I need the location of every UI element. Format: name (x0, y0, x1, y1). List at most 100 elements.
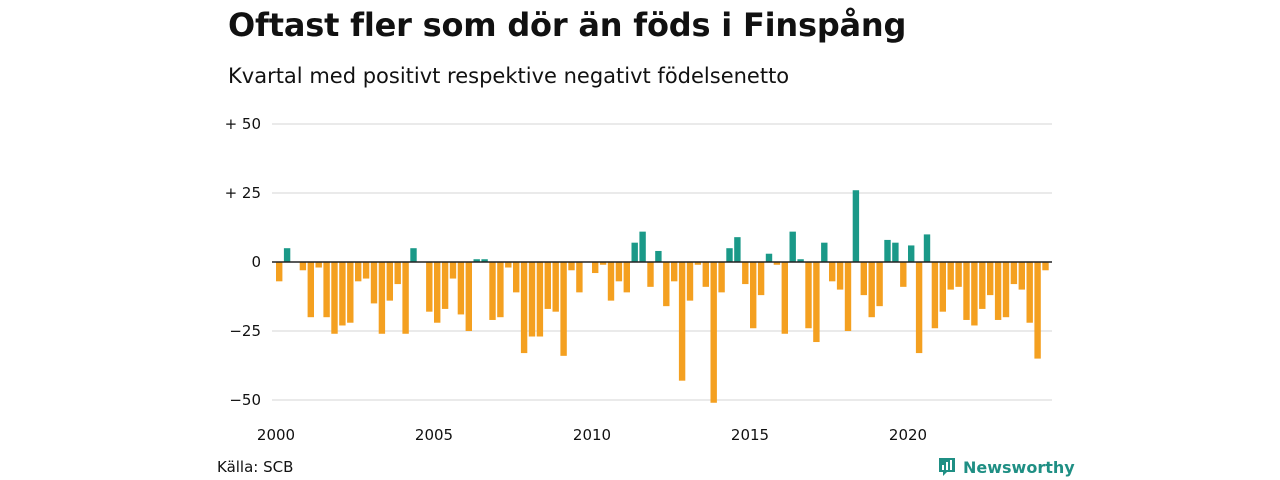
bar (323, 262, 330, 318)
brand-logo[interactable]: Newsworthy (937, 456, 1075, 478)
bar (726, 248, 733, 262)
bar (386, 262, 393, 301)
bar (797, 259, 804, 262)
bar (362, 262, 370, 279)
bar (1034, 262, 1041, 359)
bar (844, 262, 852, 331)
bar (592, 262, 599, 274)
bar (315, 262, 322, 268)
bar (560, 262, 567, 356)
bar (449, 262, 457, 279)
bar (781, 262, 788, 334)
bar (568, 262, 575, 271)
y-tick-label: + 50 (225, 115, 261, 133)
bar (276, 262, 283, 282)
chart-title: Oftast fler som dör än föds i Finspång (228, 6, 907, 44)
bar (520, 262, 528, 354)
bar (963, 262, 970, 320)
newsworthy-logo-icon (939, 458, 955, 476)
bar (426, 262, 433, 312)
bar (876, 262, 883, 307)
bar (552, 262, 559, 312)
bar (710, 262, 717, 403)
bar (355, 262, 362, 282)
source-note: Källa: SCB (217, 458, 294, 476)
bar (607, 262, 615, 301)
bar (639, 231, 646, 262)
bar (457, 262, 465, 315)
bar (465, 262, 472, 331)
bar (884, 239, 891, 262)
y-axis-labels: + 50 + 25 0 −25 −50 (225, 115, 261, 409)
y-tick-label: + 25 (225, 184, 261, 202)
y-tick-label: 0 (251, 253, 261, 271)
brand-name: Newsworthy (963, 457, 1075, 477)
bar (750, 262, 757, 329)
bar (821, 242, 828, 262)
bar (979, 262, 986, 309)
bar (892, 242, 899, 262)
bar (307, 262, 314, 318)
bar (686, 262, 694, 301)
bar (599, 262, 607, 265)
bar (694, 262, 702, 265)
bar (805, 262, 812, 329)
bar (481, 259, 488, 262)
bar (378, 262, 386, 334)
bar (441, 262, 449, 309)
x-tick-label: 2000 (257, 426, 295, 444)
bar (836, 262, 844, 290)
bar (663, 262, 670, 307)
bar (576, 262, 583, 293)
bar (505, 262, 512, 268)
bar (718, 262, 725, 293)
bar (900, 262, 907, 287)
bar (394, 262, 401, 285)
bar (971, 262, 978, 326)
bar (497, 262, 504, 318)
bar (765, 253, 773, 262)
bar (331, 262, 338, 334)
bar (370, 262, 378, 304)
bar (655, 250, 662, 262)
bar (647, 262, 654, 287)
bar (1026, 262, 1033, 323)
bar (757, 262, 765, 296)
bar (987, 262, 994, 296)
bar (623, 262, 630, 293)
bar (994, 262, 1002, 320)
bar (528, 262, 536, 337)
bar (678, 262, 686, 381)
bar (631, 242, 638, 262)
bar-series (276, 190, 1049, 403)
bar (702, 262, 709, 287)
bar (536, 262, 544, 337)
bar (939, 262, 946, 312)
bar (1042, 262, 1049, 271)
bar (347, 262, 354, 323)
y-tick-label: −25 (229, 322, 261, 340)
bar (734, 237, 741, 262)
chart-subtitle: Kvartal med positivt respektive negativt… (228, 64, 790, 88)
x-tick-label: 2015 (731, 426, 769, 444)
bar (434, 262, 441, 323)
bar (813, 262, 820, 343)
x-tick-label: 2005 (415, 426, 453, 444)
bar (473, 259, 480, 262)
bar (773, 262, 781, 265)
bar (544, 262, 551, 309)
bar (955, 262, 962, 287)
bar (410, 248, 417, 262)
bar (931, 262, 939, 329)
bar (513, 262, 520, 293)
bar (852, 190, 860, 262)
y-tick-label: −50 (229, 391, 261, 409)
bar (908, 245, 915, 262)
bar (615, 262, 623, 282)
bar (742, 262, 749, 285)
bar (299, 262, 307, 271)
bar (1018, 262, 1025, 290)
bar (829, 262, 836, 282)
bar (915, 262, 923, 354)
